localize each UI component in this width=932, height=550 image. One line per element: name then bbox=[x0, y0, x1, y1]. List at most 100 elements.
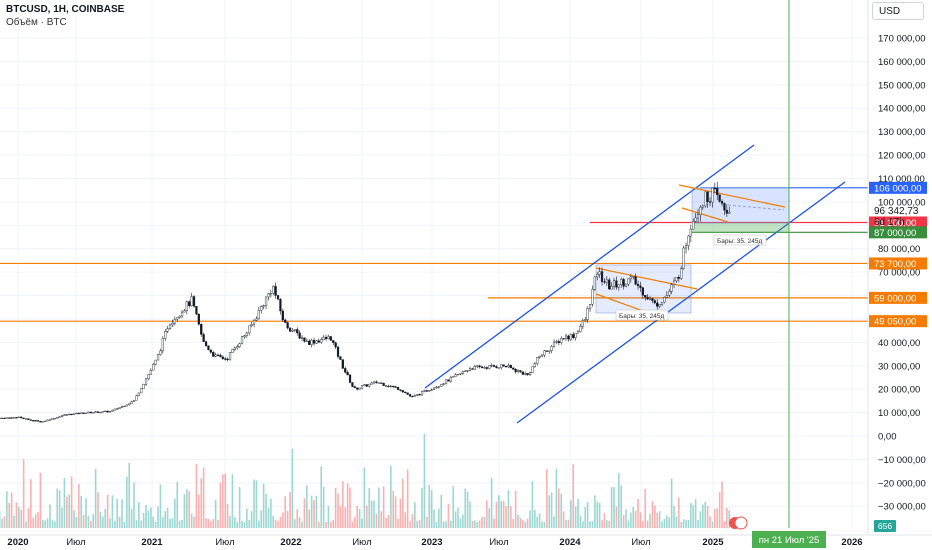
price-tick-label: 130 000,00 bbox=[878, 127, 926, 138]
candle-body bbox=[363, 384, 366, 387]
price-tick-label: 20 000,00 bbox=[878, 385, 920, 396]
volume-bar bbox=[490, 477, 493, 528]
candle-body bbox=[356, 387, 359, 390]
candle-body bbox=[334, 342, 337, 348]
volume-bar bbox=[673, 506, 675, 528]
volume-bar bbox=[116, 498, 119, 528]
volume-bar bbox=[627, 520, 630, 528]
volume-bar bbox=[123, 521, 126, 528]
candle-body bbox=[77, 412, 80, 415]
volume-bar bbox=[82, 514, 85, 528]
volume-bar bbox=[25, 521, 27, 528]
candle-body bbox=[180, 311, 184, 317]
candle-body bbox=[300, 337, 304, 339]
candle-body bbox=[435, 386, 438, 389]
candle-body bbox=[226, 358, 229, 360]
volume-bar bbox=[159, 484, 162, 528]
price-tick-label: 170 000,00 bbox=[878, 34, 926, 45]
candle-body bbox=[545, 350, 548, 352]
volume-bar bbox=[282, 512, 284, 528]
candle-body bbox=[10, 417, 13, 419]
volume-bar bbox=[474, 520, 476, 528]
volume-bar bbox=[106, 494, 109, 528]
volume-bar bbox=[262, 483, 265, 528]
volume-bar bbox=[109, 518, 111, 528]
volume-bar bbox=[555, 468, 558, 528]
candle-body bbox=[221, 356, 224, 359]
volume-bar bbox=[464, 488, 467, 528]
volume-bar bbox=[270, 498, 272, 528]
candle-body bbox=[329, 336, 332, 341]
volume-bar bbox=[553, 516, 555, 528]
candle-body bbox=[152, 364, 155, 371]
candle-body bbox=[502, 364, 505, 367]
volume-bar bbox=[728, 510, 731, 528]
candle-body bbox=[132, 400, 136, 402]
volume-bar bbox=[145, 505, 147, 528]
price-level-label-bg bbox=[869, 216, 927, 229]
candle-body bbox=[113, 408, 116, 411]
volume-bar bbox=[615, 506, 618, 528]
candle-body bbox=[108, 411, 112, 413]
volume-bar bbox=[308, 509, 311, 528]
volume-bar bbox=[332, 519, 335, 528]
volume-bar bbox=[522, 520, 524, 528]
candle-body bbox=[123, 405, 126, 408]
candle-body bbox=[632, 276, 635, 278]
volume-bar bbox=[277, 521, 279, 528]
volume-bar bbox=[358, 509, 361, 528]
currency-selector[interactable]: USD bbox=[872, 2, 924, 20]
candle-body bbox=[680, 268, 683, 279]
volume-bar bbox=[164, 510, 167, 528]
volume-bar bbox=[440, 494, 443, 528]
candle-body bbox=[284, 319, 287, 323]
volume-bar bbox=[78, 483, 80, 528]
time-tick-label: Июл bbox=[631, 537, 650, 548]
volume-bar bbox=[721, 481, 723, 528]
candle-body bbox=[111, 410, 114, 412]
candle-body bbox=[430, 389, 433, 391]
volume-bar bbox=[421, 487, 423, 528]
candle-body bbox=[332, 340, 335, 343]
candle-body bbox=[605, 279, 608, 283]
price-tick-label: −10 000,00 bbox=[878, 455, 926, 466]
candle-body bbox=[488, 365, 491, 369]
volume-bar bbox=[678, 497, 680, 528]
candle-body bbox=[555, 341, 558, 343]
volume-bar bbox=[608, 520, 611, 528]
candle-body bbox=[171, 322, 174, 326]
volume-bar bbox=[236, 521, 239, 528]
volume-bar bbox=[639, 512, 642, 528]
volume-bar bbox=[171, 517, 174, 528]
candle-body bbox=[240, 336, 244, 344]
price-candles bbox=[0, 181, 731, 423]
volume-bar bbox=[562, 511, 565, 528]
volume-bar bbox=[318, 521, 320, 528]
candle-body bbox=[164, 331, 167, 339]
volume-bar bbox=[596, 501, 599, 528]
wedge-line-1 bbox=[595, 267, 698, 290]
volume-bar bbox=[298, 517, 301, 528]
candle-body bbox=[276, 295, 280, 300]
volume-bar bbox=[85, 498, 87, 528]
time-tick-label: 2023 bbox=[421, 537, 442, 548]
volume-bar bbox=[385, 517, 387, 528]
volume-bar bbox=[426, 516, 428, 528]
chart-annotations: Бары: 35, 245д Бары: 35, 245д bbox=[615, 234, 767, 321]
volume-bar bbox=[354, 516, 356, 528]
symbol-title[interactable]: BTCUSD, 1H, COINBASE bbox=[6, 4, 125, 15]
candle-body bbox=[192, 296, 196, 307]
candle-body bbox=[63, 414, 66, 416]
volume-bar bbox=[99, 511, 102, 528]
candle-body bbox=[476, 365, 479, 367]
volume-bar bbox=[30, 479, 32, 528]
volume-bar bbox=[154, 521, 157, 528]
volume-bar bbox=[121, 499, 123, 528]
volume-bar bbox=[416, 521, 419, 528]
candle-body bbox=[353, 386, 356, 388]
candle-body bbox=[596, 274, 599, 278]
volume-bar bbox=[502, 500, 505, 528]
volume-bar bbox=[342, 481, 344, 528]
candle-body bbox=[413, 395, 416, 397]
